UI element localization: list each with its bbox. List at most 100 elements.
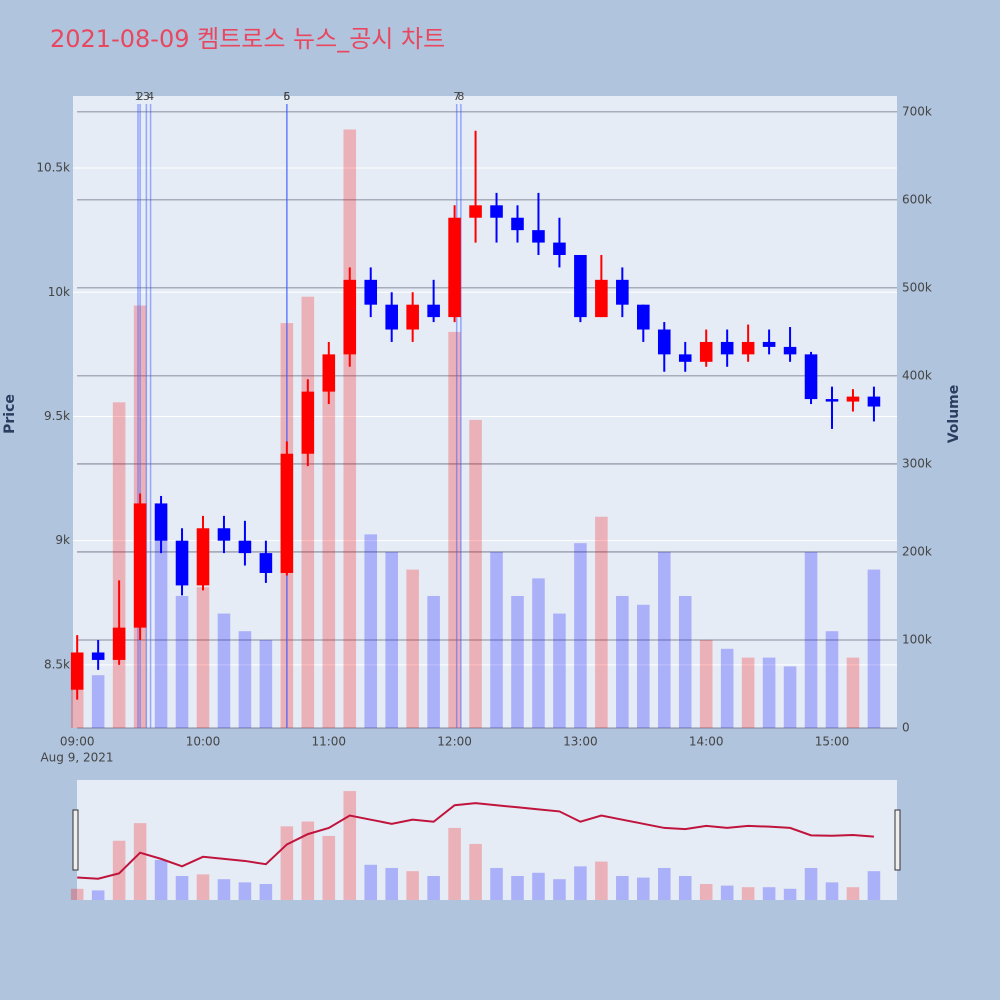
candle-body	[133, 503, 147, 628]
volume-bar	[469, 419, 482, 728]
slider-volume-bar	[741, 887, 755, 900]
news-label: 7	[453, 90, 460, 103]
news-label: 2	[137, 90, 144, 103]
candle-body	[175, 540, 189, 586]
candle-body	[657, 329, 671, 355]
candle-body	[804, 354, 818, 400]
slider-volume-bar	[469, 843, 482, 900]
volume-bar	[322, 375, 336, 728]
volume-bar	[217, 613, 231, 728]
slider-volume-bar	[112, 840, 126, 900]
volume-bar	[196, 587, 210, 728]
candle-body	[867, 396, 881, 407]
candle-body	[406, 304, 419, 330]
candle-body	[364, 279, 378, 305]
candle-body	[846, 396, 860, 402]
slider-price-line	[77, 802, 875, 880]
slider-volume-bar	[699, 883, 713, 900]
candle-body	[154, 503, 168, 541]
candle-body	[91, 652, 105, 660]
candle-body	[678, 354, 692, 362]
x-tick-label: 12:00	[437, 735, 472, 749]
candle-body	[783, 346, 797, 355]
volume-bar	[511, 595, 524, 728]
candle-body	[699, 341, 713, 362]
volume-bar	[595, 516, 608, 728]
candle-body	[280, 453, 294, 573]
y2-tick-label: 700k	[902, 104, 932, 118]
slider-volume-bar	[238, 882, 252, 900]
x-tick-label: 14:00	[689, 735, 724, 749]
slider-volume-bar	[196, 874, 210, 900]
volume-bar	[238, 631, 252, 728]
slider-volume-bar	[343, 791, 357, 900]
volume-bar	[574, 543, 587, 728]
slider-volume-bar	[406, 871, 419, 900]
volume-bar	[301, 296, 315, 728]
slider-volume-bar	[825, 882, 839, 900]
slider-volume-bar	[217, 879, 231, 900]
slider-volume-bar	[70, 888, 84, 900]
slider-volume-bar	[301, 821, 315, 900]
x-tick-label: 15:00	[815, 735, 850, 749]
volume-bar	[678, 595, 692, 728]
slider-volume-bar	[804, 867, 818, 900]
slider-volume-bar	[678, 875, 692, 900]
candle-body	[196, 528, 210, 586]
slider-handle-right[interactable]	[894, 809, 901, 871]
candle-body	[762, 341, 776, 347]
slider-volume-bar	[385, 867, 398, 900]
candle-body	[112, 627, 126, 660]
volume-bar	[825, 631, 839, 728]
volume-bar	[553, 613, 566, 728]
y2-tick-label: 100k	[902, 632, 932, 646]
y2-axis-title: Volume	[946, 385, 962, 444]
volume-bar	[804, 551, 818, 728]
candle-body	[217, 528, 231, 541]
y2-tick-label: 600k	[902, 192, 932, 206]
candle-body	[343, 279, 357, 355]
slider-volume-bar	[532, 872, 545, 900]
y2-tick-label: 200k	[902, 544, 932, 558]
slider-volume-bar	[762, 887, 776, 900]
candle-body	[448, 217, 461, 318]
y-tick-label: 10.5k	[36, 161, 70, 175]
slider-handle-left[interactable]	[72, 809, 79, 871]
candle-body	[553, 242, 566, 255]
volume-bar	[427, 595, 440, 728]
slider-volume-bar	[574, 866, 587, 900]
slider-volume-bar	[637, 877, 650, 900]
volume-bar	[91, 675, 105, 728]
y-tick-label: 9.5k	[44, 409, 70, 423]
range-slider[interactable]	[77, 780, 897, 900]
candle-body	[511, 217, 524, 231]
candle-body	[595, 279, 608, 318]
slider-volume-bar	[280, 826, 294, 900]
chart-title: 2021-08-09 켐트로스 뉴스_공시 차트	[50, 25, 445, 53]
volume-bar	[154, 507, 168, 728]
slider-volume-bar	[175, 875, 189, 900]
news-label: 4	[147, 90, 154, 103]
slider-volume-bar	[133, 823, 147, 900]
volume-bar	[259, 639, 273, 728]
slider-volume-bar	[322, 835, 336, 900]
candle-body	[825, 399, 839, 402]
volume-bar	[657, 551, 671, 728]
candle-body	[238, 540, 252, 554]
candle-body	[322, 354, 336, 392]
news-label: 5	[283, 90, 290, 103]
slider-volume-bar	[154, 859, 168, 900]
volume-bar	[720, 648, 734, 728]
news-label: 1	[134, 90, 141, 103]
slider-volume-bar	[720, 885, 734, 900]
x-tick-label: 11:00	[311, 735, 346, 749]
volume-bar	[783, 666, 797, 728]
slider-volume-bar	[511, 875, 524, 900]
candle-body	[70, 652, 84, 690]
volume-bar	[616, 595, 629, 728]
y-tick-label: 10k	[48, 285, 70, 299]
x-tick-label: 10:00	[186, 735, 221, 749]
y-axis-title: Price	[2, 394, 18, 434]
y2-tick-label: 0	[902, 721, 910, 735]
candle-body	[616, 279, 629, 305]
